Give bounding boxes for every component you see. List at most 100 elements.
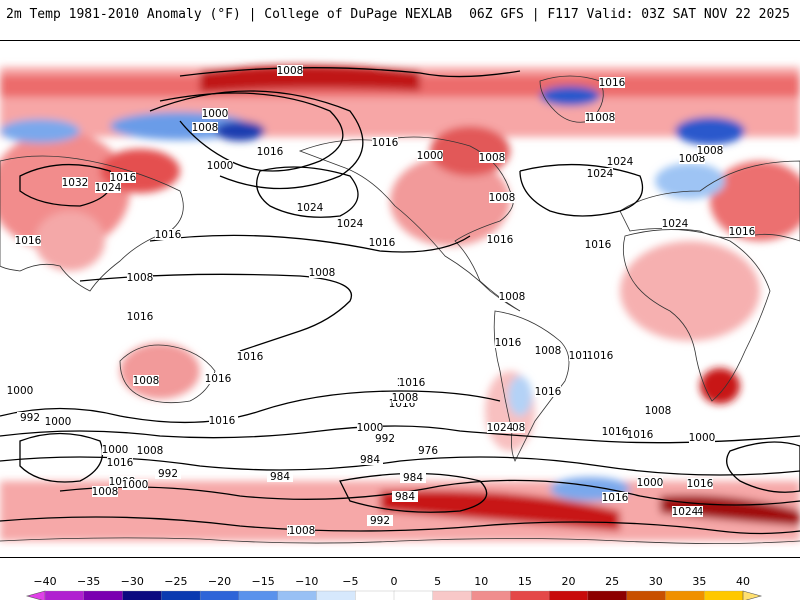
svg-text:992: 992 (370, 515, 390, 527)
svg-text:1016: 1016 (237, 351, 264, 363)
svg-text:1016: 1016 (585, 239, 612, 251)
isobar-label: 1000 (202, 108, 229, 120)
svg-text:1008: 1008 (192, 122, 219, 134)
svg-text:1000: 1000 (357, 422, 384, 434)
svg-text:1000: 1000 (417, 150, 444, 162)
svg-text:1008: 1008 (127, 272, 154, 284)
isobar-label: 1008 (479, 152, 506, 164)
isobar-north-pacific (159, 92, 344, 172)
svg-text:1008: 1008 (133, 375, 160, 387)
isobar-label: 1008 (92, 486, 118, 498)
colorbar-min-arrow (25, 590, 46, 602)
isobar-label: 984 (357, 454, 383, 466)
isobar-labels: 1008101610161008100010081000101610321024… (7, 65, 756, 537)
svg-text:1024: 1024 (672, 506, 699, 518)
colorbar-swatch (355, 590, 395, 602)
colorbar-swatch (238, 590, 279, 602)
svg-text:1008: 1008 (489, 192, 516, 204)
svg-text:1008: 1008 (479, 152, 506, 164)
svg-text:1008: 1008 (309, 267, 336, 279)
isobar-label: 976 (415, 445, 441, 457)
isobar-label: 1008 (309, 267, 336, 279)
anomaly-shading (0, 65, 800, 541)
svg-text:1016: 1016 (729, 226, 756, 238)
colorbar-swatch (316, 590, 356, 602)
svg-text:1016: 1016 (399, 377, 426, 389)
isobar-label: 1024 (487, 422, 514, 434)
colorbar-tick-label: −20 (207, 575, 232, 588)
isobar-label: 1008 (589, 112, 615, 124)
colorbar-tick-label: −40 (33, 575, 57, 588)
shade-asia-west (0, 131, 130, 251)
isobar-label: 1016 (399, 377, 426, 389)
colorbar-max-arrow (742, 590, 763, 602)
svg-text:1016: 1016 (155, 229, 182, 241)
isobar-label: 1008 (192, 122, 219, 134)
colorbar-swatch (277, 590, 318, 602)
isobar-south-992 (59, 479, 800, 506)
isobar-label: 1016 (487, 234, 514, 246)
isobar-label: 1008 (489, 192, 516, 204)
shade-eurasia (710, 161, 800, 241)
shade-canada (430, 126, 510, 176)
colorbar-tick-label: −10 (295, 575, 319, 588)
isobar-label: 1016 (627, 429, 654, 441)
isobar-label: 1016 (127, 311, 154, 323)
shade-arctic-strong (200, 65, 420, 93)
colorbar-swatch (199, 590, 240, 602)
colorbar-swatch (704, 590, 744, 602)
isobar-label: 984 (267, 471, 293, 483)
isobar-label: 1008 (133, 375, 160, 387)
svg-text:1008: 1008 (392, 392, 419, 404)
colorbar-tick-label: 25 (605, 575, 620, 588)
shade-africa (620, 241, 760, 341)
svg-text:1016: 1016 (110, 172, 137, 184)
isobar-label: 1008 (137, 445, 163, 457)
isobar-label: 1024 (587, 168, 614, 180)
svg-text:1024: 1024 (487, 422, 514, 434)
isobar-label: 1016 (107, 457, 134, 469)
colorbar-tick-label: 35 (692, 575, 707, 588)
isobar-label: 1024 (672, 506, 699, 518)
isobar-label: 1032 (62, 177, 88, 189)
svg-text:1016: 1016 (369, 237, 396, 249)
isobar-atlantic-high (519, 163, 644, 217)
isobar-label: 1016 (587, 350, 614, 362)
shade-namerica (390, 156, 510, 246)
colorbar-swatch (83, 590, 124, 602)
isobar-label: 1016 (535, 386, 562, 398)
isobar-label: 1000 (102, 444, 128, 456)
coast-south-america (493, 310, 570, 462)
isobar-subtropical-1024 (256, 166, 359, 218)
svg-text:1000: 1000 (202, 108, 229, 120)
svg-text:984: 984 (395, 491, 415, 503)
isobar-label: 1016 (585, 239, 612, 251)
colorbar-swatch (161, 590, 201, 602)
isobar-label: 1016 (209, 415, 236, 427)
isobar-label: 1016 (602, 492, 629, 504)
isobars (0, 67, 800, 535)
isobar-south-1024 (0, 516, 800, 535)
isobar-label: 1016 (110, 172, 137, 184)
isobar-label: 1016 (729, 226, 756, 238)
svg-text:1016: 1016 (602, 426, 629, 438)
isobar-label: 1016 (687, 478, 714, 490)
isobar-south-1016 (0, 390, 501, 424)
isobar-label: 1016 (237, 351, 264, 363)
svg-text:1016: 1016 (209, 415, 236, 427)
shade-cold-scandinavia (675, 117, 745, 145)
colorbar-swatch (665, 590, 705, 602)
colorbar-tick-label: 20 (561, 575, 576, 588)
colorbar-swatch (626, 590, 667, 602)
colorbar-swatch (587, 590, 628, 602)
coast-antarctica (0, 537, 800, 544)
svg-text:1016: 1016 (599, 77, 626, 89)
isobar-arctic-1008 (179, 67, 521, 78)
coast-asia-west (0, 155, 184, 292)
isobar-label: 1016 (369, 237, 396, 249)
svg-text:984: 984 (270, 471, 290, 483)
svg-text:1008: 1008 (535, 345, 562, 357)
svg-text:1024: 1024 (337, 218, 364, 230)
shade-asia-south (35, 211, 105, 271)
isobar-tropics-1008 (79, 273, 353, 352)
